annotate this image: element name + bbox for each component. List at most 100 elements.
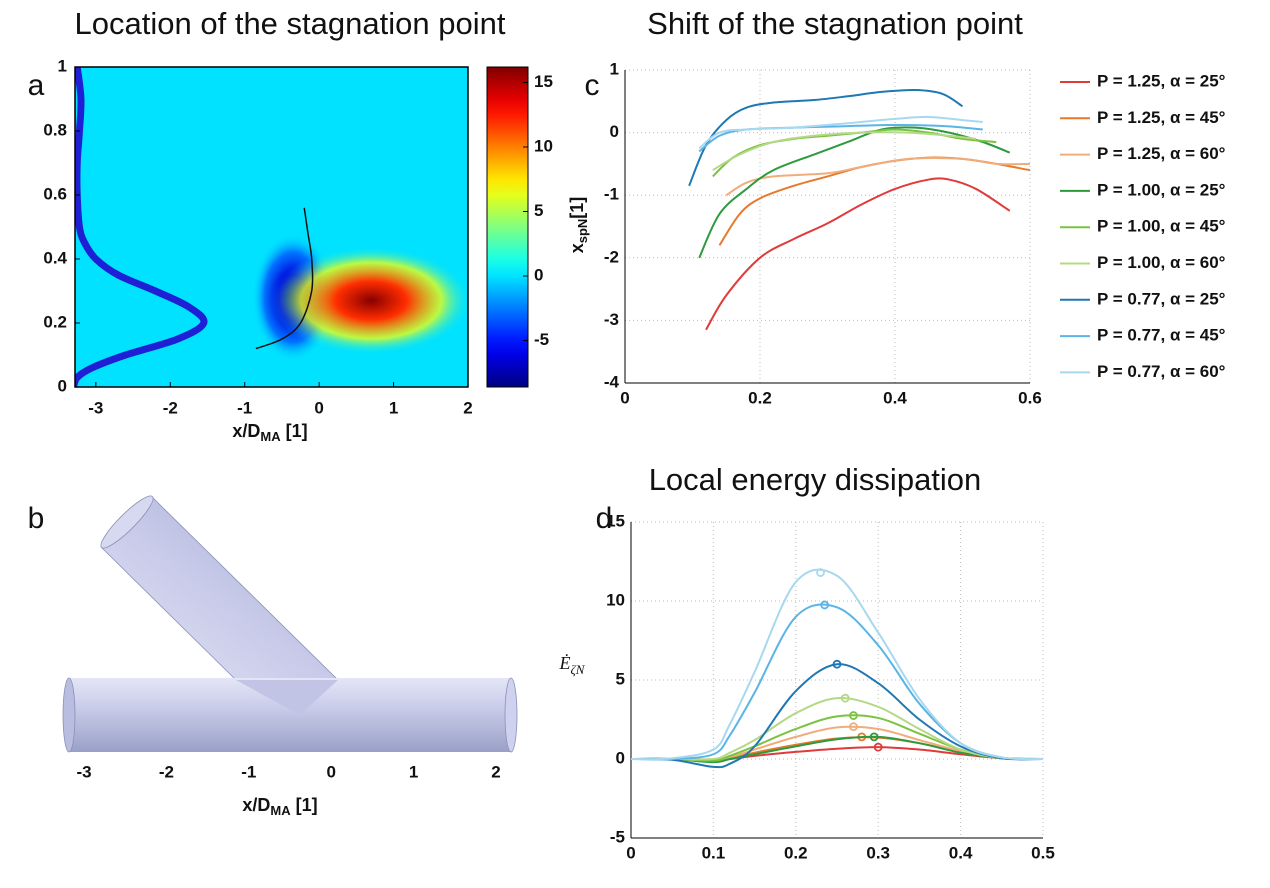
- series-line: [705, 177, 1011, 331]
- x-tick-label: 0.2: [784, 843, 808, 862]
- x-tick-label: -1: [241, 762, 256, 781]
- y-tick-label: 0.8: [43, 120, 67, 139]
- y-tick-label: 0: [610, 122, 619, 141]
- y-tick-label: 1: [610, 59, 619, 78]
- series-line: [630, 735, 1044, 764]
- pipe-end: [504, 677, 518, 753]
- plot-area: [630, 521, 1044, 839]
- y-tick-label: -3: [604, 310, 619, 329]
- x-tick-label: 0.3: [866, 843, 890, 862]
- x-tick-label: 0.1: [702, 843, 726, 862]
- x-tick-label: 1: [409, 762, 418, 781]
- pipe-branch-cap: [100, 495, 154, 549]
- y-axis-label-part: spN: [575, 219, 590, 244]
- y-tick-label: 1: [58, 56, 67, 75]
- x-tick-label: 0.4: [883, 388, 907, 407]
- y-axis-label-part: [1]: [567, 197, 587, 219]
- legend-label: P = 1.25, α = 60°: [1097, 144, 1226, 163]
- colorbar-tick-label: 15: [534, 72, 553, 91]
- series-line: [698, 115, 983, 150]
- x-tick-label: 0: [620, 388, 629, 407]
- colorbar-tick-label: 0: [534, 266, 543, 285]
- peak-marker: [849, 722, 858, 732]
- series-line: [688, 88, 964, 187]
- x-tick-label: 0.5: [1031, 843, 1055, 862]
- y-tick-label: 0.6: [43, 184, 67, 203]
- y-tick-label: 15: [606, 511, 625, 530]
- plot-area: [624, 69, 1031, 384]
- y-tick-label: -4: [604, 372, 620, 391]
- chart-title: Location of the stagnation point: [75, 6, 506, 41]
- y-tick-label: 5: [616, 669, 625, 688]
- peak-marker: [840, 693, 850, 703]
- x-axis-label: x/DMA [1]: [242, 795, 317, 819]
- x-axis-label: x/DMA [1]: [232, 421, 307, 445]
- peak-marker: [849, 711, 858, 720]
- x-axis-label-part: MA: [270, 803, 291, 818]
- series-line: [718, 156, 1031, 246]
- y-axis-label-part: Ė: [559, 653, 571, 673]
- pipe-branch: [101, 496, 339, 681]
- legend-label: P = 1.25, α = 45°: [1097, 108, 1226, 127]
- panel-label: b: [28, 502, 45, 535]
- y-tick-label: 0.4: [43, 248, 67, 267]
- panel-label: a: [28, 69, 45, 102]
- y-axis-label-part: x: [567, 243, 587, 253]
- heatmap: [75, 67, 468, 387]
- series-line: [631, 697, 1044, 761]
- x-tick-label: 0: [326, 762, 335, 781]
- y-axis-label: xspN[1]: [567, 197, 591, 254]
- x-tick-label: -1: [237, 398, 252, 417]
- profile-line: [75, 67, 208, 387]
- series-line: [725, 157, 1031, 197]
- x-tick-label: 2: [491, 762, 500, 781]
- series-line: [630, 568, 1044, 761]
- legend-label: P = 0.77, α = 25°: [1097, 289, 1226, 308]
- chart-title: Local energy dissipation: [649, 462, 982, 497]
- series-line: [630, 603, 1044, 761]
- x-tick-label: -2: [159, 762, 174, 781]
- x-tick-label: 1: [389, 398, 398, 417]
- x-tick-label: -2: [163, 398, 178, 417]
- y-tick-label: -1: [604, 185, 619, 204]
- x-tick-label: 0: [626, 843, 635, 862]
- x-tick-label: -3: [76, 762, 91, 781]
- colorbar: [486, 66, 529, 388]
- peak-marker: [869, 732, 879, 742]
- series-line: [698, 126, 1011, 259]
- panel-label: c: [585, 69, 600, 102]
- x-tick-label: 0.4: [949, 843, 973, 862]
- y-tick-label: 0.2: [43, 312, 67, 331]
- y-axis-label-part: ζN: [571, 662, 586, 677]
- legend-label: P = 1.00, α = 60°: [1097, 253, 1226, 272]
- legend-label: P = 1.25, α = 25°: [1097, 71, 1226, 90]
- legend-label: P = 1.00, α = 25°: [1097, 180, 1226, 199]
- x-axis-label-part: [1]: [281, 421, 308, 441]
- y-tick-label: 0: [58, 376, 67, 395]
- pipe-end: [62, 677, 76, 753]
- x-axis-label-part: x/D: [242, 795, 270, 815]
- x-axis-label-part: MA: [260, 429, 281, 444]
- y-axis-label: ĖζN: [559, 653, 586, 677]
- y-tick-label: -2: [604, 247, 619, 266]
- peak-marker: [816, 568, 825, 577]
- colorbar-tick-label: 5: [534, 201, 543, 220]
- chart-title: Shift of the stagnation point: [647, 6, 1023, 41]
- x-tick-label: 0: [314, 398, 323, 417]
- x-axis-label-part: [1]: [291, 795, 318, 815]
- pipe-junction: [236, 680, 338, 715]
- x-tick-label: 0.2: [748, 388, 772, 407]
- plot-area: [74, 66, 469, 388]
- x-tick-label: 2: [463, 398, 472, 417]
- legend-label: P = 0.77, α = 45°: [1097, 326, 1226, 345]
- colorbar-tick-label: -5: [534, 330, 549, 349]
- legend-label: P = 1.00, α = 45°: [1097, 217, 1226, 236]
- x-tick-label: 0.6: [1018, 388, 1042, 407]
- x-axis-label-part: x/D: [232, 421, 260, 441]
- series-line: [712, 131, 977, 172]
- extremum: [270, 246, 468, 355]
- x-tick-label: -3: [88, 398, 103, 417]
